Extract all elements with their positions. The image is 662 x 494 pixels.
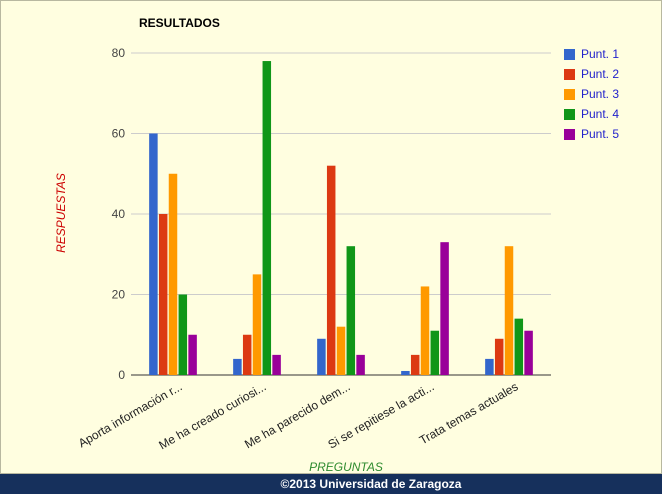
bar-punt-1	[317, 338, 326, 375]
bar-punt-4	[346, 246, 356, 375]
bar-punt-2	[410, 354, 420, 375]
y-tick-labels: 0 20 40 60 80	[112, 46, 126, 382]
bar-punt-3	[504, 246, 514, 375]
bar-punt-3	[252, 274, 262, 375]
bar-punt-4	[262, 61, 272, 376]
legend-label: Punt. 1	[581, 47, 619, 61]
x-tick-labels: Aporta información r...Me ha creado curi…	[76, 379, 521, 452]
bar-punt-4	[514, 318, 524, 375]
legend-label: Punt. 5	[581, 127, 619, 141]
legend-swatch	[564, 69, 575, 80]
bar-chart: RESULTADOS RESPUESTAS PREGUNTAS 0 20 40 60 8…	[54, 16, 619, 474]
chart-frame: RESULTADOS RESPUESTAS PREGUNTAS 0 20 40 60 8…	[0, 0, 662, 474]
legend-swatch	[564, 109, 575, 120]
bar-punt-2	[242, 334, 252, 375]
y-tick-label: 0	[118, 368, 125, 382]
legend-label: Punt. 3	[581, 87, 619, 101]
y-axis-label: RESPUESTAS	[54, 173, 68, 253]
bar-punt-4	[178, 294, 188, 375]
footer-copyright: ©2013 Universidad de Zaragoza	[280, 477, 462, 491]
bar-punt-2	[326, 165, 336, 375]
legend-label: Punt. 4	[581, 107, 619, 121]
y-tick-label: 80	[112, 46, 126, 60]
x-axis-label: PREGUNTAS	[309, 460, 383, 474]
bar-punt-1	[149, 133, 158, 375]
gridlines	[131, 52, 551, 376]
legend-swatch	[564, 129, 575, 140]
bar-punt-3	[420, 286, 430, 375]
chart-title: RESULTADOS	[139, 16, 220, 30]
y-tick-label: 40	[112, 207, 126, 221]
footer: ©2013 Universidad de Zaragoza	[0, 474, 662, 494]
legend: Punt. 1 Punt. 2 Punt. 3 Punt. 4 Punt. 5	[564, 47, 619, 141]
legend-swatch	[564, 49, 575, 60]
bar-punt-3	[168, 173, 178, 375]
bar-punt-5	[356, 354, 365, 375]
legend-swatch	[564, 89, 575, 100]
bar-punt-5	[524, 330, 533, 375]
bar-punt-5	[188, 334, 197, 375]
legend-label: Punt. 2	[581, 67, 619, 81]
bar-punt-5	[272, 354, 281, 375]
bar-punt-1	[233, 358, 242, 375]
bar-punt-4	[430, 330, 440, 375]
y-tick-label: 60	[112, 127, 126, 141]
bar-punt-1	[401, 370, 410, 375]
bars	[149, 61, 533, 376]
y-tick-label: 20	[112, 288, 126, 302]
bar-punt-2	[494, 338, 504, 375]
bar-punt-2	[158, 214, 168, 375]
bar-punt-1	[485, 358, 494, 375]
bar-punt-5	[440, 242, 449, 375]
bar-punt-3	[336, 326, 346, 375]
